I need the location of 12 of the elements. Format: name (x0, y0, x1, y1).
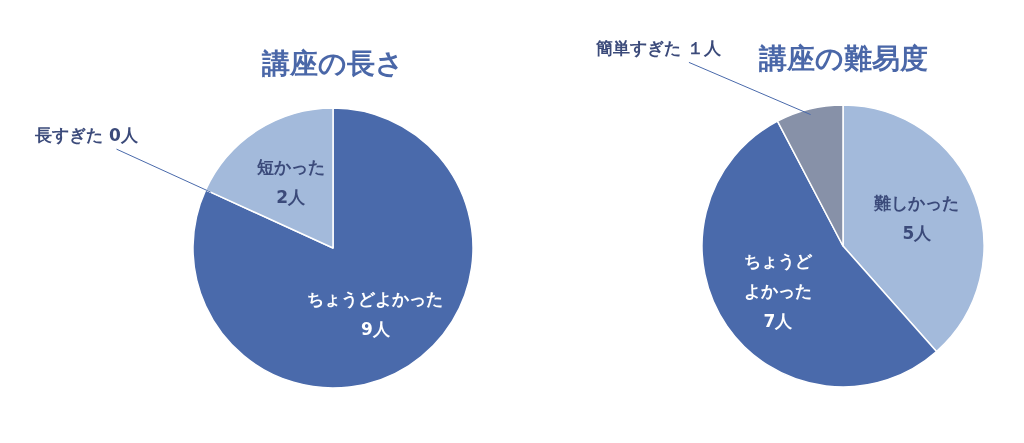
slice-label: 簡単すぎた １人 (595, 38, 723, 59)
chart-title: 講座の長さ (261, 46, 404, 80)
slice-label: 難しかった (873, 193, 960, 213)
chart-title: 講座の難易度 (757, 41, 928, 75)
data-label: 7人 (763, 310, 794, 331)
data-label: 2人 (276, 187, 307, 208)
slice-label: ちょうどよかった (307, 288, 444, 309)
slice-label: ちょうどよかった (744, 250, 814, 301)
category-label: 長すぎた 0人 (35, 125, 138, 146)
data-label: 9人 (360, 318, 391, 339)
slice-label: 短かった (255, 157, 325, 178)
data-label: 5人 (902, 223, 933, 243)
